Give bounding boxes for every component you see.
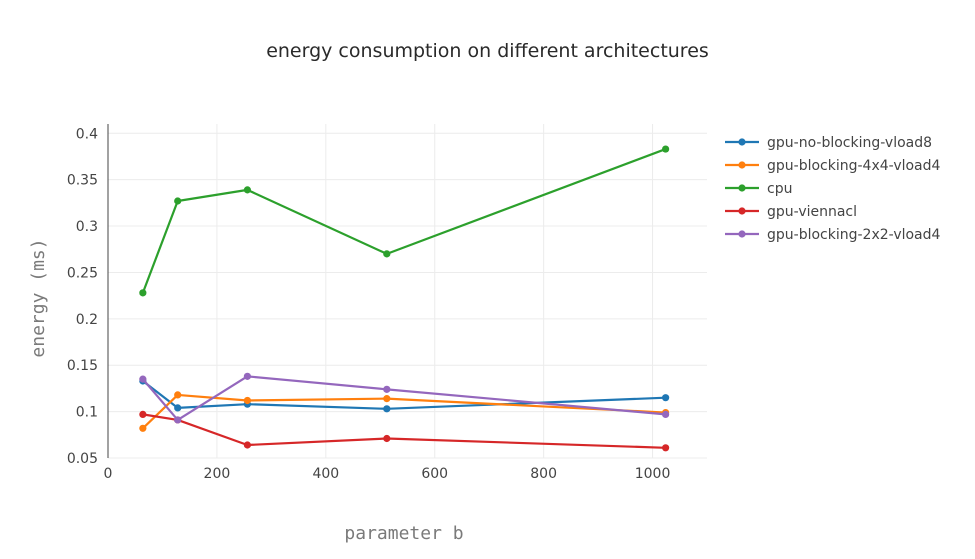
legend-swatch-marker bbox=[738, 207, 746, 215]
series-gpu-blocking-2x2-vload4 bbox=[139, 372, 670, 424]
x-tick-label: 400 bbox=[312, 466, 339, 482]
legend-item[interactable]: gpu-viennacl bbox=[725, 204, 857, 220]
series-line bbox=[142, 380, 666, 410]
data-point[interactable] bbox=[383, 385, 391, 393]
data-point[interactable] bbox=[174, 404, 182, 412]
x-tick-label: 800 bbox=[530, 466, 557, 482]
legend-item[interactable]: cpu bbox=[725, 181, 792, 197]
x-tick-label: 200 bbox=[204, 466, 231, 482]
data-point[interactable] bbox=[174, 391, 182, 399]
legend-item[interactable]: gpu-blocking-4x4-vload4 bbox=[725, 158, 941, 174]
y-tick-label: 0.2 bbox=[76, 312, 98, 328]
data-point[interactable] bbox=[174, 197, 182, 205]
y-tick-label: 0.3 bbox=[76, 219, 98, 235]
x-axis-title: parameter b bbox=[344, 523, 463, 544]
legend-label: gpu-blocking-4x4-vload4 bbox=[767, 158, 941, 174]
data-point[interactable] bbox=[383, 405, 391, 413]
data-point[interactable] bbox=[383, 250, 391, 258]
legend-label: gpu-blocking-2x2-vload4 bbox=[767, 227, 941, 243]
legend-label: gpu-viennacl bbox=[767, 204, 857, 220]
data-point[interactable] bbox=[662, 145, 670, 153]
y-tick-label: 0.25 bbox=[67, 265, 98, 281]
data-point[interactable] bbox=[139, 424, 147, 432]
data-point[interactable] bbox=[139, 410, 147, 418]
y-tick-label: 0.35 bbox=[67, 173, 98, 189]
legend-swatch-marker bbox=[738, 184, 746, 192]
data-point[interactable] bbox=[662, 444, 670, 452]
data-point[interactable] bbox=[243, 441, 252, 449]
legend-swatch-marker bbox=[738, 230, 746, 238]
legend-swatch-marker bbox=[738, 161, 746, 169]
chart-title: energy consumption on different architec… bbox=[266, 40, 709, 62]
legend[interactable]: gpu-no-blocking-vload8 gpu-blocking-4x4-v… bbox=[725, 135, 941, 243]
y-tick-label: 0.1 bbox=[76, 405, 98, 421]
data-point[interactable] bbox=[139, 375, 147, 383]
axes: 0.05 0.1 0.15 0.2 0.25 0.3 0.35 0.4 0 200 400 600 80… bbox=[67, 124, 671, 482]
data-point[interactable] bbox=[383, 434, 391, 443]
y-tick-label: 0.05 bbox=[67, 451, 98, 467]
y-tick-label: 0.4 bbox=[76, 126, 98, 142]
data-point[interactable] bbox=[243, 186, 252, 194]
y-tick-label: 0.15 bbox=[67, 358, 98, 374]
data-point[interactable] bbox=[243, 372, 252, 380]
x-tick-label: 600 bbox=[421, 466, 448, 482]
data-point[interactable] bbox=[243, 396, 252, 405]
series-line bbox=[142, 413, 666, 449]
data-point[interactable] bbox=[383, 395, 391, 403]
series-cpu bbox=[139, 145, 670, 297]
data-point[interactable] bbox=[662, 410, 670, 418]
series-group bbox=[139, 145, 670, 452]
y-axis-title: energy (ms) bbox=[28, 238, 49, 357]
data-point[interactable] bbox=[174, 416, 182, 424]
x-tick-label: 1000 bbox=[635, 466, 671, 482]
legend-label: gpu-no-blocking-vload8 bbox=[767, 135, 932, 151]
series-line bbox=[141, 148, 667, 294]
legend-label: cpu bbox=[767, 181, 792, 197]
x-tick-label: 0 bbox=[104, 466, 113, 482]
legend-swatch-marker bbox=[738, 138, 746, 146]
series-gpu-viennacl bbox=[139, 410, 670, 452]
legend-item[interactable]: gpu-blocking-2x2-vload4 bbox=[725, 227, 941, 243]
data-point[interactable] bbox=[662, 394, 670, 402]
data-point[interactable] bbox=[139, 289, 147, 297]
legend-item[interactable]: gpu-no-blocking-vload8 bbox=[725, 135, 932, 151]
